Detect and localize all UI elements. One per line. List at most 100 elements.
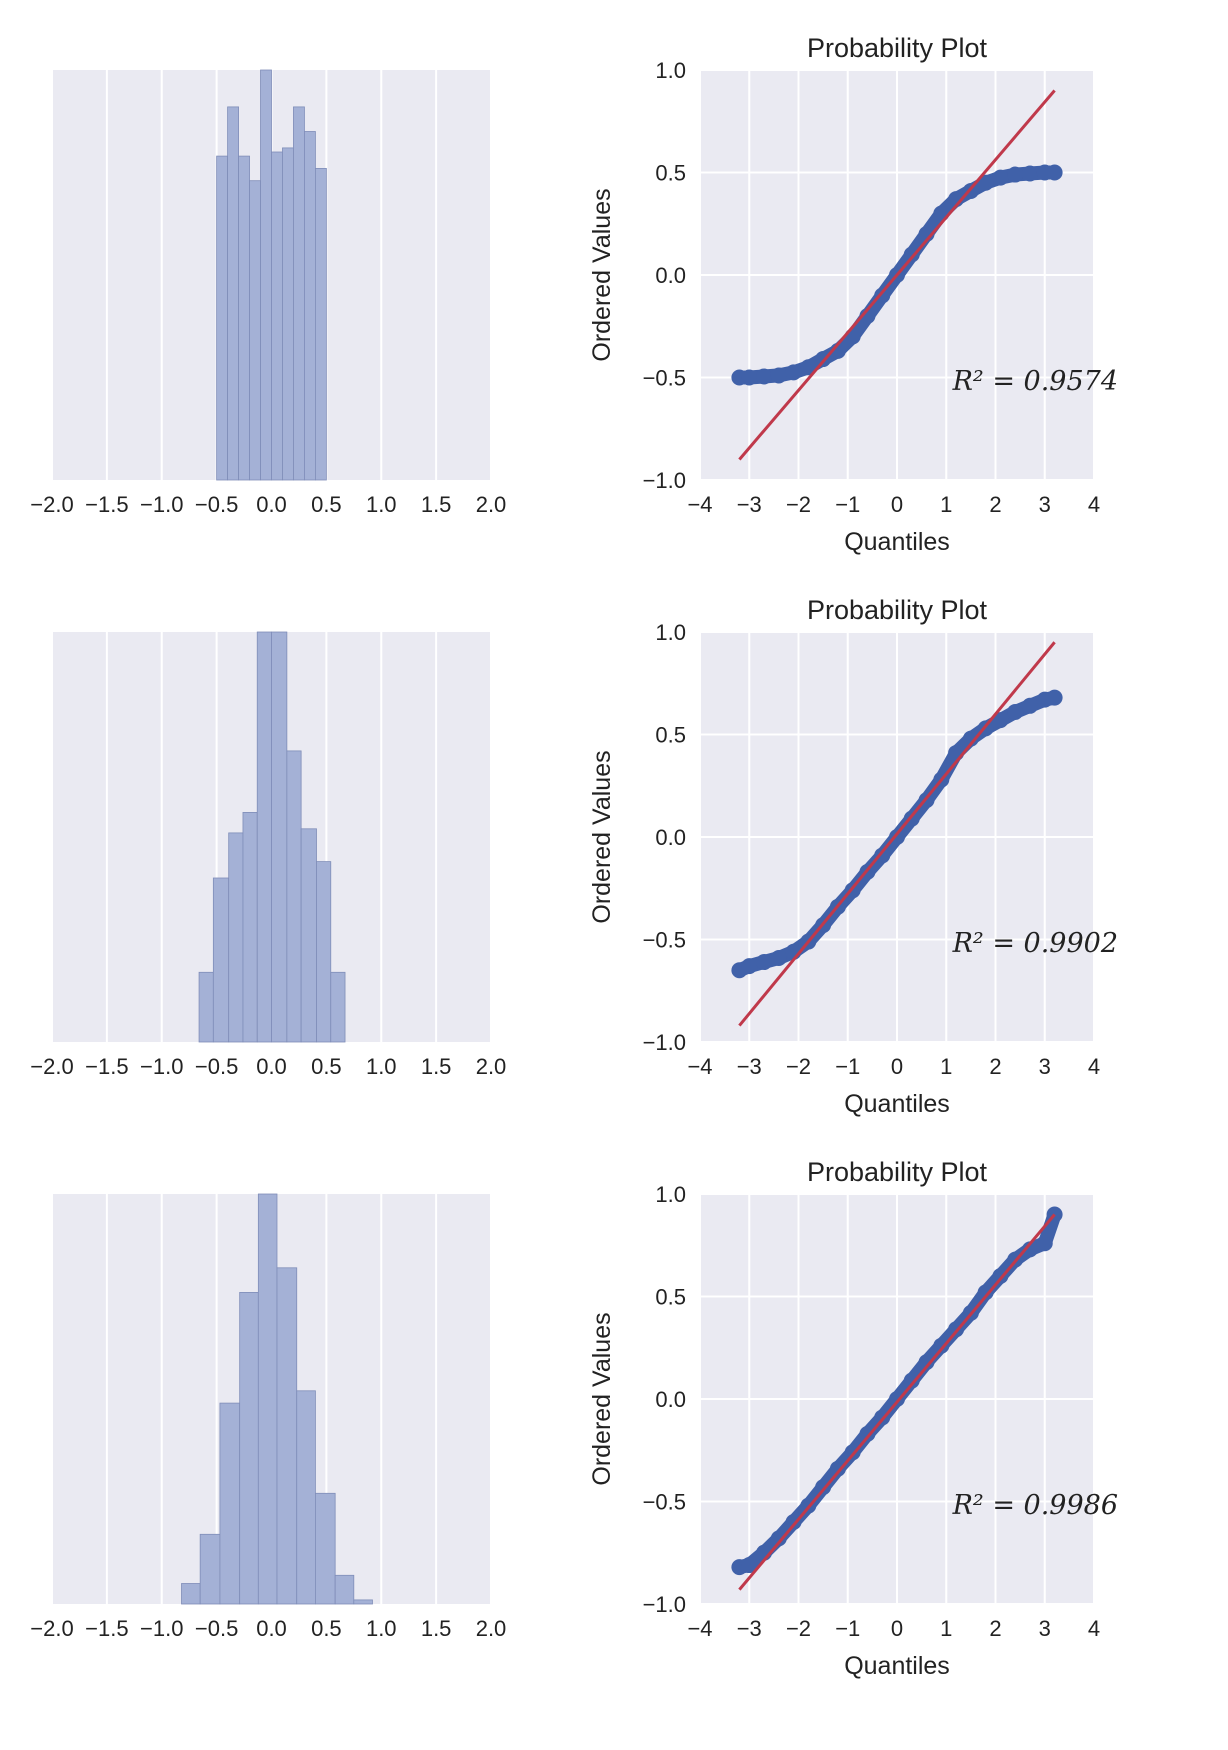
- x-tick-label: 1: [940, 1616, 952, 1641]
- data-point: [800, 359, 817, 376]
- x-tick-label: 0: [891, 492, 903, 517]
- x-tick-label: −1: [835, 492, 860, 517]
- y-axis-label: Ordered Values: [588, 750, 616, 923]
- x-tick-label: 0: [891, 1054, 903, 1079]
- x-tick-label: −2: [786, 1054, 811, 1079]
- histogram-bar: [219, 1402, 241, 1605]
- histogram-bar: [353, 1599, 373, 1605]
- data-point: [741, 1557, 758, 1574]
- x-tick-label: 0.5: [311, 1616, 342, 1641]
- fit-line: [738, 641, 1056, 1027]
- histogram-bar: [314, 1492, 336, 1605]
- y-tick-label: −1.0: [643, 1592, 686, 1617]
- histogram-bar: [300, 828, 317, 1043]
- x-tick-label: 1.0: [366, 1054, 397, 1079]
- histogram-bar: [260, 69, 272, 481]
- x-tick-label: 0.0: [256, 492, 287, 517]
- chart-title: Probability Plot: [807, 1157, 988, 1187]
- x-tick-label: −2: [786, 1616, 811, 1641]
- x-tick-label: 1: [940, 1054, 952, 1079]
- data-point: [903, 1372, 920, 1389]
- histogram-bar: [330, 971, 346, 1043]
- x-tick-label: 4: [1088, 1054, 1100, 1079]
- data-point: [756, 368, 773, 385]
- data-point: [859, 1425, 876, 1442]
- x-axis-label: Quantiles: [844, 1090, 950, 1118]
- histogram-bar: [198, 971, 214, 1043]
- histogram-bar: [286, 750, 302, 1043]
- histogram-bar: [293, 106, 305, 481]
- x-tick-label: −1: [835, 1054, 860, 1079]
- histogram-bar: [296, 1390, 316, 1605]
- histogram-bar: [271, 151, 283, 481]
- histogram-bar: [227, 106, 239, 481]
- histogram-2: −2.0 −1.5 −1.0 −0.5 0.0 0.5 1.0 1.5 2.0: [30, 631, 507, 1079]
- data-point: [992, 169, 1009, 186]
- histogram-bar: [212, 877, 230, 1043]
- x-tick-label: −4: [687, 1054, 712, 1079]
- x-tick-label: −1.5: [85, 492, 128, 517]
- x-tick-label: 1: [940, 492, 952, 517]
- probability-plot-1: −4 −3 −2 −1 0 1 2 3 4 −1.0 −0.5 0.0 0.5 1.0 Probabilit…: [588, 33, 1118, 556]
- x-tick-label: −2.0: [30, 1054, 73, 1079]
- y-tick-label: 1.0: [655, 620, 686, 645]
- x-tick-label: 1.5: [421, 492, 452, 517]
- x-tick-label: −3: [737, 1054, 762, 1079]
- histogram-bar: [334, 1574, 355, 1605]
- chart-title: Probability Plot: [807, 595, 988, 625]
- y-axis-label: Ordered Values: [588, 1312, 616, 1485]
- histogram-bar: [199, 1533, 221, 1605]
- r-squared-annotation: R² = 0.9986: [952, 1490, 1118, 1521]
- x-tick-label: −1.0: [140, 1054, 183, 1079]
- histogram-bar: [271, 631, 288, 1043]
- probability-plot-2: −4 −3 −2 −1 0 1 2 3 4 −1.0 −0.5 0.0 0.5 1.0 Probabilit…: [588, 595, 1118, 1118]
- y-tick-label: −0.5: [643, 366, 686, 391]
- y-tick-label: −1.0: [643, 1030, 686, 1055]
- x-tick-label: −1: [835, 1616, 860, 1641]
- y-tick-label: −1.0: [643, 468, 686, 493]
- x-tick-label: 0.5: [311, 1054, 342, 1079]
- x-tick-label: 2.0: [476, 1054, 507, 1079]
- y-tick-label: 0.5: [655, 1285, 686, 1310]
- data-point: [992, 712, 1009, 729]
- histogram-bar: [242, 812, 258, 1043]
- x-tick-label: −3: [737, 1616, 762, 1641]
- x-tick-label: −3: [737, 492, 762, 517]
- data-point: [1046, 164, 1063, 181]
- x-tick-label: 1.5: [421, 1616, 452, 1641]
- data-point: [977, 1284, 994, 1301]
- y-tick-label: 0.5: [655, 723, 686, 748]
- x-tick-label: −0.5: [195, 1054, 238, 1079]
- y-axis-label: Ordered Values: [588, 188, 616, 361]
- histogram-bar: [276, 1267, 298, 1605]
- histogram-bar: [181, 1583, 201, 1605]
- x-tick-label: 3: [1039, 492, 1051, 517]
- x-tick-label: 3: [1039, 1054, 1051, 1079]
- data-point: [918, 1354, 935, 1371]
- data-point: [1036, 1235, 1053, 1252]
- x-tick-label: 2: [989, 1054, 1001, 1079]
- data-point: [962, 730, 979, 747]
- probability-plot-3: −4 −3 −2 −1 0 1 2 3 4 −1.0 −0.5 0.0 0.5 1.0 Probabilit…: [588, 1157, 1118, 1680]
- data-point: [1007, 703, 1024, 720]
- histogram-1: −2.0 −1.5 −1.0 −0.5 0.0 0.5 1.0 1.5 2.0: [30, 69, 506, 517]
- data-point: [933, 205, 950, 222]
- data-point: [829, 1460, 846, 1477]
- y-tick-label: 0.0: [655, 1387, 686, 1412]
- x-tick-label: −2.0: [30, 492, 73, 517]
- data-point: [977, 174, 994, 191]
- y-tick-label: 0.5: [655, 161, 686, 186]
- x-tick-label: 4: [1088, 1616, 1100, 1641]
- data-point: [1021, 697, 1038, 714]
- histogram-bar: [316, 861, 332, 1043]
- data-point: [903, 246, 920, 263]
- x-tick-label: −0.5: [195, 492, 238, 517]
- x-tick-label: 1.0: [366, 1616, 397, 1641]
- x-tick-label: −4: [687, 1616, 712, 1641]
- histogram-bar: [314, 167, 327, 481]
- x-tick-label: −1.5: [85, 1054, 128, 1079]
- x-tick-label: 0: [891, 1616, 903, 1641]
- histogram-bar: [256, 631, 272, 1043]
- x-tick-label: 0.0: [256, 1054, 287, 1079]
